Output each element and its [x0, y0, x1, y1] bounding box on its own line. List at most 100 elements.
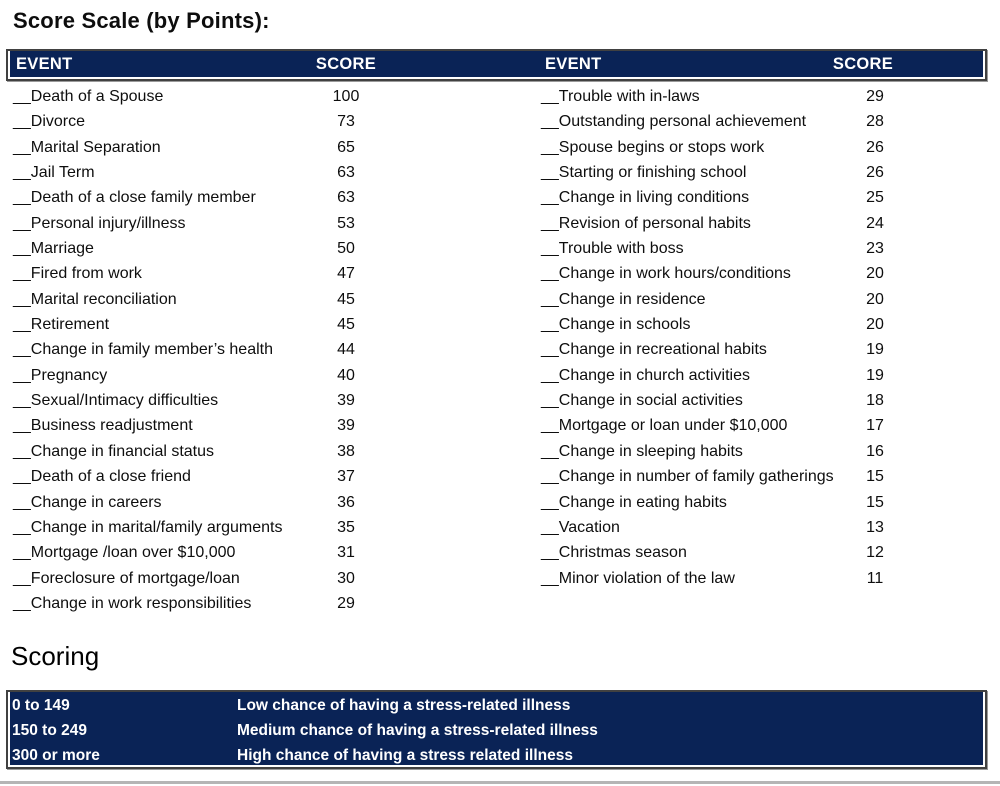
- score-value: 65: [337, 138, 355, 156]
- table-row: __Change in careers 36: [13, 490, 518, 515]
- score-value: 39: [337, 392, 355, 410]
- table-row: __Revision of personal habits 24: [541, 211, 997, 236]
- score-value: 13: [866, 518, 884, 536]
- event-label: Vacation: [558, 518, 620, 536]
- answer-blank: __: [541, 442, 559, 460]
- scoring-heading: Scoring: [11, 641, 100, 671]
- score-value: 29: [337, 594, 355, 612]
- answer-blank: __: [13, 442, 31, 460]
- score-value: 39: [337, 417, 355, 435]
- table-row: __Death of a Spouse 100: [13, 84, 518, 109]
- event-label: Jail Term: [30, 164, 95, 182]
- table-row: __Change in sleeping habits 16: [541, 439, 997, 464]
- score-range-description: High chance of having a stress related i…: [237, 747, 573, 764]
- table-row: __Starting or finishing school 26: [541, 160, 997, 185]
- event-label: Marital reconciliation: [30, 290, 177, 308]
- answer-blank: __: [13, 164, 31, 182]
- scoring-table: 0 to 149 Low chance of having a stress-re…: [6, 690, 987, 769]
- score-table-header: EVENT SCORE EVENT SCORE: [6, 49, 987, 81]
- event-label: Death of a close friend: [30, 468, 191, 486]
- score-value: 37: [337, 468, 355, 486]
- event-label: Divorce: [30, 113, 86, 131]
- score-value: 16: [866, 442, 884, 460]
- table-row: __Change in living conditions 25: [541, 185, 997, 210]
- page-title: Score Scale (by Points):: [13, 8, 270, 33]
- event-label: Trouble with in-laws: [558, 88, 700, 105]
- table-row: __Change in church activities 19: [541, 363, 997, 388]
- event-label: Change in eating habits: [558, 493, 727, 511]
- event-label: Revision of personal habits: [558, 214, 751, 232]
- event-label: Mortgage /loan over $10,000: [30, 544, 236, 562]
- table-row: __Death of a close friend 37: [13, 464, 518, 489]
- event-list-right: __Trouble with in-laws 29 __Outstanding pe…: [541, 84, 997, 591]
- score-range-description: Medium chance of having a stress-related…: [237, 722, 598, 739]
- answer-blank: __: [541, 518, 559, 536]
- table-row: __Mortgage /loan over $10,000 31: [13, 540, 518, 565]
- event-label: Personal injury/illness: [30, 214, 186, 232]
- table-row: __Business readjustment 39: [13, 413, 518, 438]
- answer-blank: __: [541, 569, 559, 587]
- event-label: Change in schools: [558, 316, 691, 334]
- event-label: Trouble with boss: [558, 240, 684, 258]
- event-label: Minor violation of the law: [558, 569, 735, 587]
- score-value: 53: [337, 214, 355, 232]
- answer-blank: __: [13, 544, 31, 562]
- event-label: Change in work responsibilities: [30, 594, 252, 612]
- answer-blank: __: [541, 138, 559, 156]
- table-row: __Foreclosure of mortgage/loan 30: [13, 566, 518, 591]
- table-row: __Change in schools 20: [541, 312, 997, 337]
- table-row: __Retirement 45: [13, 312, 518, 337]
- score-value: 36: [337, 493, 355, 511]
- event-label: Outstanding personal achievement: [558, 113, 807, 131]
- event-label: Change in recreational habits: [558, 341, 767, 359]
- event-label: Christmas season: [558, 544, 687, 562]
- answer-blank: __: [13, 341, 31, 359]
- answer-blank: __: [13, 392, 31, 410]
- table-row: __Change in family member’s health 44: [13, 337, 518, 362]
- answer-blank: __: [13, 366, 31, 384]
- score-value: 26: [866, 138, 884, 156]
- table-row: __Change in work responsibilities 29: [13, 591, 518, 616]
- table-row: __Fired from work 47: [13, 261, 518, 286]
- table-row: __Personal injury/illness 53: [13, 211, 518, 236]
- score-value: 20: [866, 290, 884, 308]
- score-value: 18: [866, 392, 884, 410]
- column-header-event-left: EVENT: [16, 55, 73, 73]
- answer-blank: __: [13, 569, 31, 587]
- event-label: Change in work hours/conditions: [558, 265, 791, 283]
- answer-blank: __: [541, 113, 559, 131]
- score-range-description: Low chance of having a stress-related il…: [237, 697, 571, 714]
- event-label: Change in residence: [558, 290, 706, 308]
- table-row: __Change in marital/family arguments 35: [13, 515, 518, 540]
- event-label: Change in marital/family arguments: [30, 518, 283, 536]
- answer-blank: __: [13, 113, 31, 131]
- event-list-left: __Death of a Spouse 100 __Divorce 73 __Marit…: [13, 84, 518, 616]
- score-value: 15: [866, 493, 884, 511]
- score-value: 45: [337, 316, 355, 334]
- event-label: Mortgage or loan under $10,000: [558, 417, 788, 435]
- answer-blank: __: [541, 214, 559, 232]
- score-value: 44: [337, 341, 355, 359]
- table-row: __Christmas season 12: [541, 540, 997, 565]
- table-row: __Change in work hours/conditions 20: [541, 261, 997, 286]
- answer-blank: __: [541, 316, 559, 334]
- answer-blank: __: [13, 88, 31, 105]
- table-row: __Marriage 50: [13, 236, 518, 261]
- table-row: __Change in residence 20: [541, 287, 997, 312]
- score-value: 20: [866, 316, 884, 334]
- score-range: 300 or more: [12, 747, 100, 764]
- table-row: __Mortgage or loan under $10,000 17: [541, 413, 997, 438]
- answer-blank: __: [541, 392, 559, 410]
- table-row: __Outstanding personal achievement 28: [541, 109, 997, 134]
- table-row: __Change in recreational habits 19: [541, 337, 997, 362]
- event-label: Business readjustment: [30, 417, 193, 435]
- score-value: 12: [866, 544, 884, 562]
- table-row: __Pregnancy 40: [13, 363, 518, 388]
- table-row: __Jail Term 63: [13, 160, 518, 185]
- event-label: Retirement: [30, 316, 110, 334]
- event-label: Change in careers: [30, 493, 162, 511]
- table-row: __Marital Separation 65: [13, 135, 518, 160]
- scoring-row: 0 to 149 Low chance of having a stress-re…: [8, 693, 985, 718]
- event-label: Pregnancy: [30, 366, 108, 384]
- event-label: Marriage: [30, 240, 94, 258]
